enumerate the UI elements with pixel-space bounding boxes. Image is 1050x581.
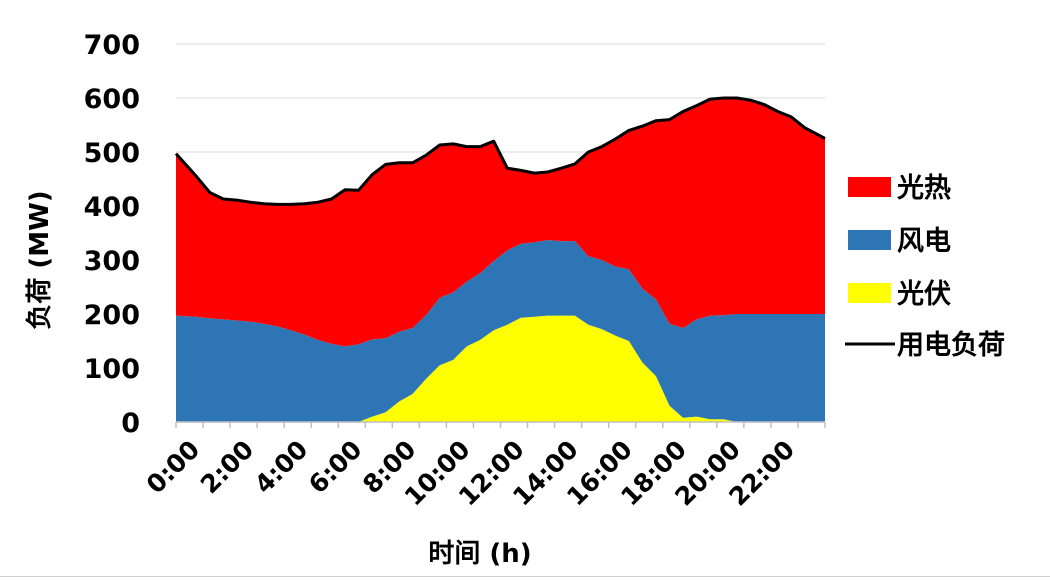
area-风电 xyxy=(176,240,825,422)
y-axis-label: 负荷 (MW) xyxy=(25,190,55,329)
legend-swatch-光伏 xyxy=(848,283,891,303)
legend-label-用电负荷: 用电负荷 xyxy=(897,330,1005,361)
x-tick-label-4:00: 4:00 xyxy=(249,435,313,499)
load-line xyxy=(174,96,826,206)
x-tick-labels: 0:002:004:006:008:0010:0012:0014:0016:00… xyxy=(141,435,800,512)
legend-label-光伏: 光伏 xyxy=(896,279,951,310)
area-series xyxy=(176,98,825,422)
legend-swatch-风电 xyxy=(848,230,891,250)
legend-swatch-光热 xyxy=(848,177,891,197)
x-tick-label-2:00: 2:00 xyxy=(195,435,259,499)
x-tick-label-0:00: 0:00 xyxy=(141,435,205,499)
x-axis-label: 时间 (h) xyxy=(428,539,531,569)
y-tick-label-500: 500 xyxy=(84,138,140,169)
legend-label-风电: 风电 xyxy=(897,226,951,257)
legend-label-光热: 光热 xyxy=(896,173,951,204)
y-tick-label-100: 100 xyxy=(84,354,140,385)
y-tick-labels: 0 100 200 300 400 500 600 700 xyxy=(84,30,140,439)
load-line-series xyxy=(174,96,826,206)
y-tick-label-400: 400 xyxy=(84,192,140,223)
y-tick-label-200: 200 xyxy=(84,300,140,331)
y-tick-label-300: 300 xyxy=(84,246,140,277)
area-光伏 xyxy=(176,315,825,422)
y-tick-label-600: 600 xyxy=(84,84,140,115)
area-光热 xyxy=(176,98,825,347)
y-tick-label-700: 700 xyxy=(84,30,140,61)
bottom-border xyxy=(0,576,1050,577)
axes xyxy=(175,421,826,428)
x-tick-label-6:00: 6:00 xyxy=(303,435,367,499)
y-tick-label-0: 0 xyxy=(121,408,140,439)
